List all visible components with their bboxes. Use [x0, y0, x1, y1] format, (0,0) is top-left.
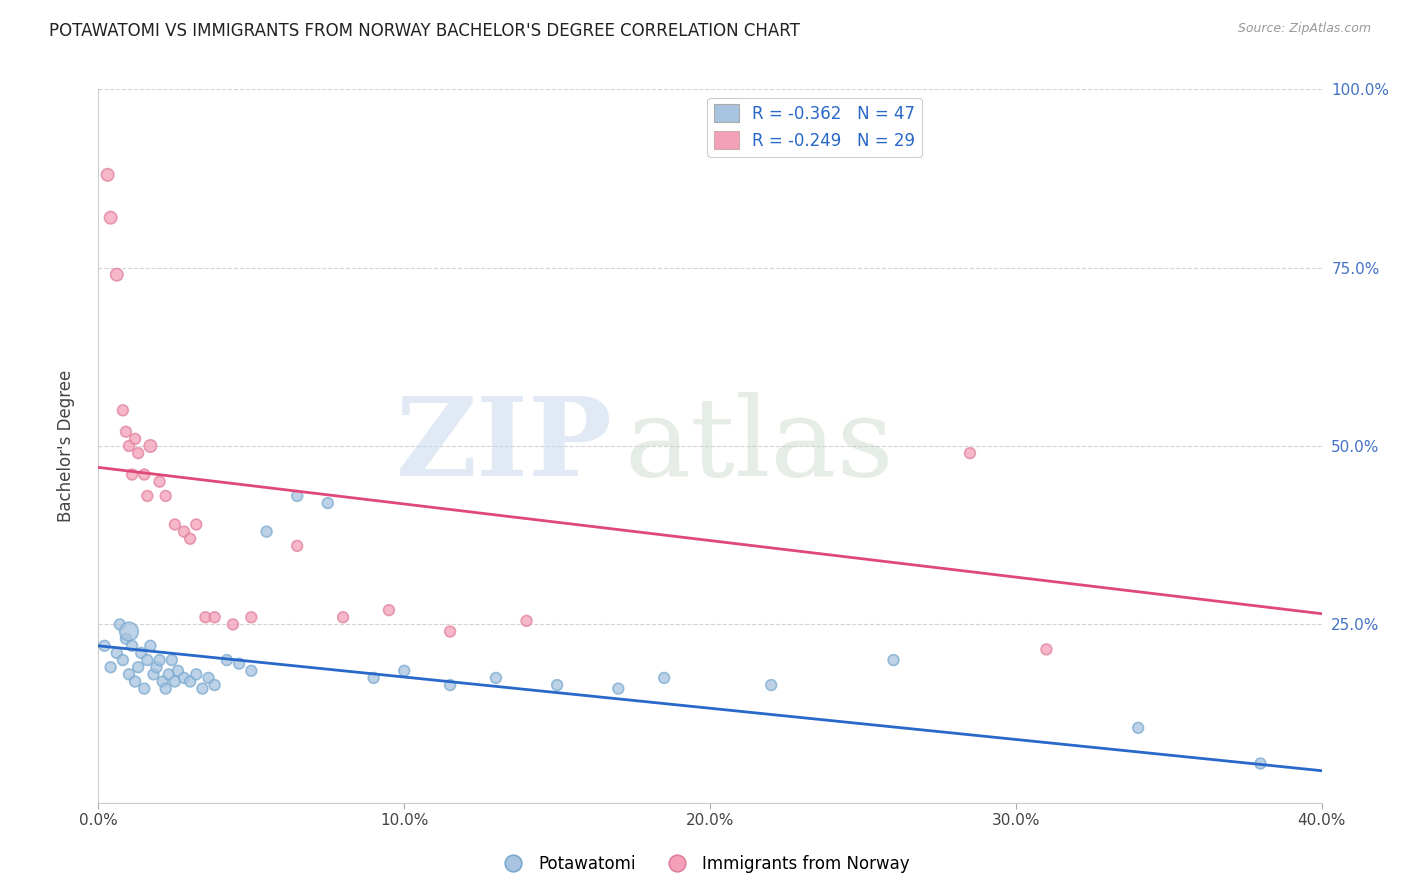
- Text: atlas: atlas: [624, 392, 894, 500]
- Point: [163, 517, 186, 532]
- Point: [167, 664, 190, 678]
- Point: [121, 467, 143, 482]
- Point: [179, 532, 201, 546]
- Point: [316, 496, 339, 510]
- Point: [118, 624, 141, 639]
- Point: [118, 667, 141, 681]
- Point: [173, 671, 195, 685]
- Point: [285, 489, 308, 503]
- Point: [240, 664, 263, 678]
- Point: [759, 678, 782, 692]
- Point: [652, 671, 675, 685]
- Point: [115, 425, 138, 439]
- Point: [100, 211, 122, 225]
- Point: [204, 610, 226, 624]
- Y-axis label: Bachelor's Degree: Bachelor's Degree: [56, 370, 75, 522]
- Point: [142, 667, 165, 681]
- Point: [439, 624, 461, 639]
- Legend: Potawatomi, Immigrants from Norway: Potawatomi, Immigrants from Norway: [489, 848, 917, 880]
- Point: [285, 539, 308, 553]
- Legend: R = -0.362   N = 47, R = -0.249   N = 29: R = -0.362 N = 47, R = -0.249 N = 29: [707, 97, 922, 156]
- Point: [439, 678, 461, 692]
- Point: [607, 681, 630, 696]
- Point: [1035, 642, 1057, 657]
- Point: [134, 467, 156, 482]
- Point: [105, 646, 128, 660]
- Text: Source: ZipAtlas.com: Source: ZipAtlas.com: [1237, 22, 1371, 36]
- Point: [136, 489, 159, 503]
- Point: [883, 653, 905, 667]
- Point: [149, 475, 172, 489]
- Point: [127, 446, 149, 460]
- Point: [194, 610, 217, 624]
- Point: [97, 168, 120, 182]
- Point: [378, 603, 401, 617]
- Point: [363, 671, 385, 685]
- Point: [1128, 721, 1150, 735]
- Point: [108, 617, 131, 632]
- Point: [136, 653, 159, 667]
- Text: POTAWATOMI VS IMMIGRANTS FROM NORWAY BACHELOR'S DEGREE CORRELATION CHART: POTAWATOMI VS IMMIGRANTS FROM NORWAY BAC…: [49, 22, 800, 40]
- Point: [157, 667, 180, 681]
- Point: [215, 653, 238, 667]
- Point: [134, 681, 156, 696]
- Point: [105, 268, 128, 282]
- Point: [173, 524, 195, 539]
- Point: [139, 439, 162, 453]
- Point: [124, 674, 146, 689]
- Point: [115, 632, 138, 646]
- Point: [959, 446, 981, 460]
- Point: [332, 610, 354, 624]
- Point: [149, 653, 172, 667]
- Point: [197, 671, 219, 685]
- Point: [93, 639, 115, 653]
- Point: [124, 432, 146, 446]
- Point: [228, 657, 250, 671]
- Point: [121, 639, 143, 653]
- Point: [516, 614, 538, 628]
- Point: [256, 524, 278, 539]
- Point: [485, 671, 508, 685]
- Point: [100, 660, 122, 674]
- Point: [111, 653, 134, 667]
- Point: [186, 667, 208, 681]
- Point: [186, 517, 208, 532]
- Point: [155, 489, 177, 503]
- Point: [139, 639, 162, 653]
- Point: [129, 646, 152, 660]
- Point: [546, 678, 568, 692]
- Point: [163, 674, 186, 689]
- Point: [127, 660, 149, 674]
- Point: [392, 664, 416, 678]
- Point: [240, 610, 263, 624]
- Point: [111, 403, 134, 417]
- Point: [160, 653, 183, 667]
- Point: [179, 674, 201, 689]
- Point: [191, 681, 214, 696]
- Point: [118, 439, 141, 453]
- Point: [145, 660, 167, 674]
- Point: [1249, 756, 1271, 771]
- Point: [222, 617, 245, 632]
- Point: [152, 674, 174, 689]
- Point: [155, 681, 177, 696]
- Point: [204, 678, 226, 692]
- Text: ZIP: ZIP: [395, 392, 612, 500]
